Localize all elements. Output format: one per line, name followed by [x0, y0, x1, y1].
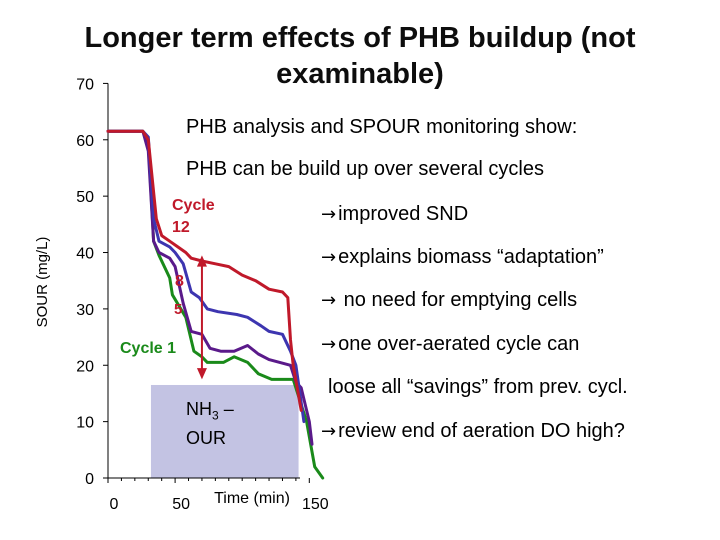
y-tick-label: 10 [76, 415, 94, 432]
x-tick-label: 50 [172, 496, 190, 513]
axes-layer: 0 10 20 30 40 50 60 70 0 50 150 Time (min) SOUR (mg/… [34, 76, 329, 513]
y-tick-label: 0 [85, 471, 94, 488]
bullet-text-8: review end of aeration DO high? [338, 420, 625, 442]
series-layer [106, 129, 325, 480]
series-line-c8 [106, 129, 306, 424]
label-cycle-12-line2: 12 [172, 219, 190, 236]
x-tick-label: 150 [302, 496, 329, 513]
y-tick-label: 50 [76, 189, 94, 206]
bullet-text-1: PHB analysis and SPOUR monitoring show: [186, 116, 578, 138]
y-tick-label: 20 [76, 358, 94, 375]
arrow-icon: → [321, 334, 337, 355]
y-axis-label: SOUR (mg/L) [34, 237, 51, 328]
bullet-text-7: loose all “savings” from prev. cycl. [328, 376, 628, 398]
nh3-region [150, 384, 299, 478]
y-tick-label: 30 [76, 302, 94, 319]
bullet-phb-buildup: PHB can be build up over several cycles [186, 158, 544, 181]
bullet-review-do: → review end of aeration DO high? [321, 420, 625, 443]
bullet-text-6: one over-aerated cycle can [338, 333, 580, 355]
bullet-improved-snd: → improved SND [321, 203, 468, 226]
arrow-icon: → [321, 204, 337, 225]
bullet-text-2: PHB can be build up over several cycles [186, 158, 544, 180]
title-line-2: examinable) [276, 58, 444, 90]
title-line-1: Longer term effects of PHB buildup (not [84, 22, 636, 54]
nh3-label-main: NH [186, 399, 212, 419]
arrow-icon: → [321, 290, 337, 311]
series-line-c12 [106, 129, 303, 412]
bullet-text-3: improved SND [338, 203, 469, 225]
arrow-icon: → [321, 421, 337, 442]
nh3-label-sub: 3 [212, 408, 219, 423]
chart-title: Longer term effects of PHB buildup (not … [40, 20, 680, 92]
label-cycle-1: Cycle 1 [120, 340, 176, 357]
x-tick-label: 0 [110, 496, 119, 513]
bullet-text-5: no need for emptying cells [338, 289, 578, 311]
y-tick-label: 60 [76, 133, 94, 150]
nh3-label-rest: – [218, 399, 234, 419]
bullet-no-emptying: → no need for emptying cells [321, 289, 577, 312]
label-cycle-8: 8 [175, 273, 184, 290]
bullet-over-aerated: → one over-aerated cycle can [321, 333, 579, 356]
bullet-text-4: explains biomass “adaptation” [338, 246, 604, 268]
label-cycle-5: 5 [174, 301, 182, 318]
nh3-our-label: NH3 – OUR [186, 398, 234, 449]
arrow-icon: → [321, 247, 337, 268]
annotation-layer: Cycle 12 8 5 Cycle 1 [120, 197, 215, 380]
bullet-phb-analysis: PHB analysis and SPOUR monitoring show: [186, 116, 577, 139]
cycle-delta-arrow-head-down [196, 368, 207, 380]
bullet-adaptation: → explains biomass “adaptation” [321, 246, 604, 269]
label-cycle-12-line1: Cycle [172, 197, 215, 214]
y-tick-label: 40 [76, 246, 94, 263]
bullet-loose-savings: loose all “savings” from prev. cycl. [328, 376, 628, 399]
nh3-region-layer [150, 384, 299, 478]
cycle-delta-arrow-head-up [196, 255, 207, 267]
nh3-label-line2: OUR [186, 427, 226, 448]
y-tick-label: 70 [76, 76, 94, 93]
x-axis-label: Time (min) [214, 490, 290, 507]
